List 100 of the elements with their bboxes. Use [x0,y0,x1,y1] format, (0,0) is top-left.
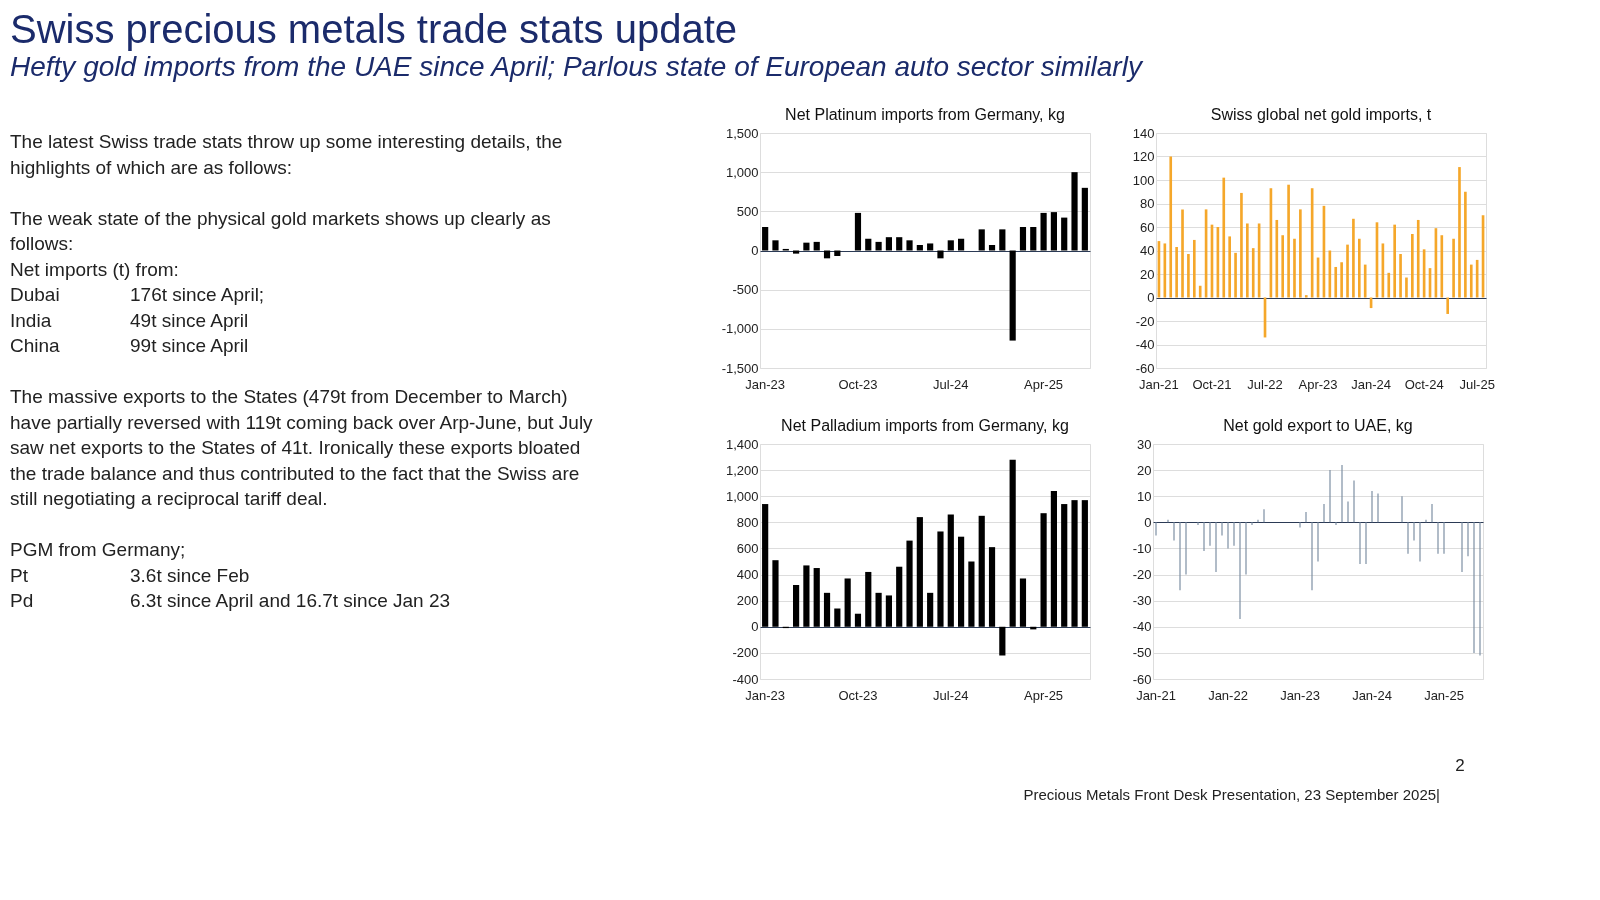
bar [875,241,882,251]
bar [947,240,954,251]
bar [1198,285,1202,298]
bar [988,245,996,251]
bar [854,613,862,627]
bar [844,578,851,627]
bar [1411,234,1414,298]
bar [1469,264,1473,298]
x-tick-label: Apr-25 [1024,376,1064,392]
bar [1464,191,1467,298]
y-tick-label: 1,400 [725,436,759,452]
y-tick-label: -500 [732,282,759,298]
x-tick-label: Jan-23 [1280,687,1320,703]
x-tick-label: Oct-21 [1192,376,1232,392]
y-tick-label: 0 [1147,290,1155,305]
bar [1299,209,1302,298]
bar [927,243,934,251]
bar [1081,500,1088,627]
bar [1352,218,1355,298]
y-tick-label: 0 [751,243,759,258]
bar [1187,254,1190,298]
bar [958,238,965,251]
y-tick-label: 10 [1137,488,1152,504]
bar [978,229,985,251]
bar [1019,227,1027,251]
bar [1452,238,1455,298]
bar [1050,212,1057,251]
bar [1440,235,1444,298]
bar [813,568,820,627]
bar [1192,239,1196,298]
y-tick-label: 20 [1140,266,1155,282]
bar [803,242,810,251]
bar [1399,254,1402,298]
bar [885,595,892,627]
y-tick-label: -200 [732,645,759,661]
y-tick-label: 200 [736,593,759,609]
bar [937,250,944,259]
bar [1019,578,1027,627]
bar [906,540,913,627]
bar [1071,500,1078,627]
text: PGM from Germany; Pt 3.6t since Feb Pd 6.3t since April and 16.7t since Jan 23 [10,539,451,611]
x-tick-label: Jan-23 [745,687,786,703]
bar [1293,238,1296,298]
y-tick-label: 1,000 [725,488,759,504]
x-tick-label: Jul-24 [933,687,969,703]
text: The massive exports to the States (479t from December to March) have partially reversed with 119t coming back over Arp-June, but July saw net exports to the States of 41t. Ironically these exports bloated the trade balance and thus contributed to the fact that the Swiss are still negotiating a reciprocal tariff deal. [10,386,594,509]
y-tick-label: 30 [1137,436,1152,452]
y-tick-label: -60 [1135,360,1155,376]
x-tick-label: Oct-23 [838,376,878,392]
bar [865,238,872,251]
bar [813,241,820,251]
bar [762,504,769,627]
bar [958,536,965,627]
bar [1040,513,1047,627]
x-tick-label: Jan-21 [1136,687,1176,703]
x-tick-label: Jul-22 [1247,376,1283,392]
bar [1446,297,1450,314]
x-tick-label: Jan-25 [1424,687,1464,703]
x-tick-label: Apr-25 [1024,687,1064,703]
bar [772,240,779,251]
y-tick-label: 140 [1132,125,1155,141]
y-tick-label: -20 [1132,567,1152,583]
x-tick-label: Apr-23 [1298,376,1338,392]
x-tick-label: Jan-22 [1208,687,1248,703]
bar [1281,235,1285,298]
x-tick-label: Jul-24 [933,376,969,392]
chart-title: Net gold export to UAE, kg [1223,417,1413,434]
x-tick-label: Jan-23 [745,376,786,392]
bar [1071,172,1078,251]
bar [968,561,975,627]
bar [916,517,923,627]
bar [1222,177,1226,298]
chart-title: Net Platinum imports from Germany, kg [785,106,1065,123]
bar [927,592,934,627]
y-tick-label: 120 [1132,149,1155,164]
y-tick-label: 100 [1132,172,1155,188]
x-tick-label: Jan-21 [1139,376,1179,392]
y-tick-label: -40 [1132,619,1152,635]
bar [988,547,996,627]
bar [762,227,769,251]
y-tick-label: 0 [1144,514,1152,530]
y-tick-label: -40 [1135,337,1155,352]
bar [1050,491,1057,627]
bar [1363,264,1367,298]
bar [896,566,903,627]
bar [1458,167,1461,298]
text: 2 [1455,756,1465,775]
chart-title: Swiss global net gold imports, t [1210,106,1432,123]
bar [1416,219,1420,298]
y-tick-label: 1,000 [725,164,759,180]
y-tick-label: -30 [1132,593,1152,609]
bar [1387,272,1391,298]
bar [823,592,831,627]
y-tick-label: 80 [1140,196,1155,211]
y-tick-label: 600 [736,540,759,556]
bar [1251,248,1255,298]
bar [1061,217,1068,251]
y-tick-label: 0 [751,619,759,635]
bar [1061,504,1068,627]
text: Hefty gold imports from the UAE since April; Parlous state of European auto sector similarly [10,50,1144,82]
